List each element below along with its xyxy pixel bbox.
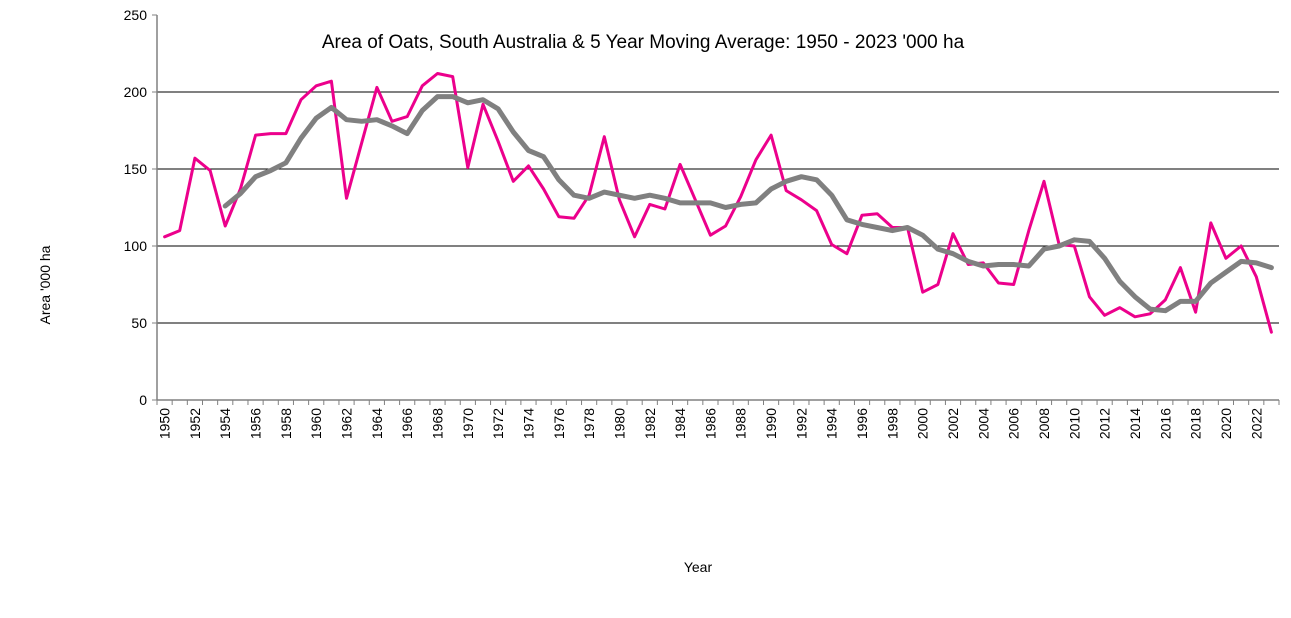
- x-tick-label: 2016: [1157, 408, 1173, 439]
- x-tick-label: 1978: [581, 408, 597, 439]
- x-tick-label: 1970: [460, 408, 476, 439]
- x-axis-label: Year: [684, 559, 713, 575]
- chart-title: Area of Oats, South Australia & 5 Year M…: [322, 32, 965, 53]
- x-tick-label: 2008: [1036, 408, 1052, 439]
- x-tick-label: 1950: [157, 408, 173, 439]
- x-tick-label: 1954: [217, 408, 233, 439]
- x-tick-label: 1998: [884, 408, 900, 439]
- x-tick-label: 1976: [551, 408, 567, 439]
- y-axis: 0 50 100 150 200 250: [124, 7, 158, 408]
- y-axis-label: Area '000 ha: [37, 245, 53, 324]
- x-tick-label: 2012: [1097, 408, 1113, 439]
- x-tick-label: 1974: [520, 408, 536, 439]
- x-tick-label: 1992: [793, 408, 809, 439]
- x-tick-label: 1964: [369, 408, 385, 439]
- x-tick-label: 2018: [1188, 408, 1204, 439]
- x-tick-label: 1980: [611, 408, 627, 439]
- y-tick-label: 100: [124, 238, 148, 254]
- x-tick-label: 1996: [854, 408, 870, 439]
- x-tick-label: 1960: [308, 408, 324, 439]
- x-tick-label: 1952: [187, 408, 203, 439]
- x-tick-label: 2000: [915, 408, 931, 439]
- x-tick-label: 1962: [339, 408, 355, 439]
- x-tick-label: 2004: [975, 408, 991, 439]
- x-tick-label: 2020: [1218, 408, 1234, 439]
- x-axis: 1950 1952 1954 1956 1958 1960 1962 1964 1966 1968…: [156, 399, 1280, 439]
- y-tick-label: 250: [124, 7, 148, 23]
- x-tick-label: 1986: [702, 408, 718, 439]
- x-tick-label: 2002: [945, 408, 961, 439]
- x-tick-label: 1990: [763, 408, 779, 439]
- y-tick-label: 150: [124, 161, 148, 177]
- x-tick-label: 1968: [430, 408, 446, 439]
- x-tick-label: 2010: [1066, 408, 1082, 439]
- y-tick-label: 0: [139, 392, 147, 408]
- x-tick-label: 1984: [672, 408, 688, 439]
- y-tick-label: 200: [124, 84, 148, 100]
- x-tick-label: 1958: [278, 408, 294, 439]
- series-line-moving-average: [222, 94, 1274, 314]
- series-group: [163, 72, 1274, 334]
- x-tick-label: 1988: [733, 408, 749, 439]
- x-tick-label: 1966: [399, 408, 415, 439]
- x-tick-label: 2022: [1248, 408, 1264, 439]
- x-tick-label: 2006: [1006, 408, 1022, 439]
- x-tick-label: 1972: [490, 408, 506, 439]
- series-line-area-of-oats: [163, 72, 1273, 334]
- x-tick-label: 2014: [1127, 408, 1143, 439]
- x-tick-label: 1982: [642, 408, 658, 439]
- x-tick-label: 1994: [824, 408, 840, 439]
- x-tick-label: 1956: [248, 408, 264, 439]
- y-tick-label: 50: [131, 315, 147, 331]
